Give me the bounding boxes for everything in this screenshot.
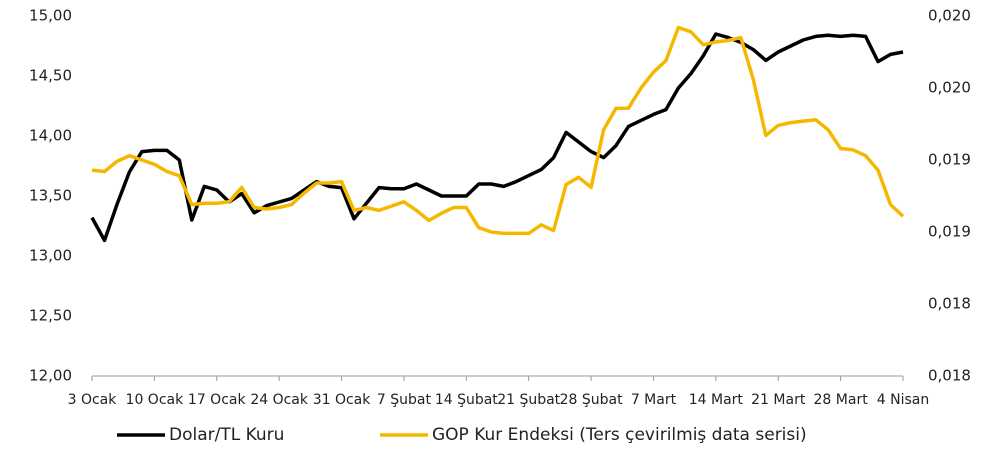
y-tick-label: 12,50 (29, 307, 72, 325)
x-tick-label: 7 Mart (631, 392, 677, 408)
y2-tick-label: 0,020 (928, 7, 971, 25)
x-tick-label: 28 Mart (814, 392, 869, 408)
legend-label: Dolar/TL Kuru (169, 425, 284, 445)
x-tick-label: 17 Ocak (188, 392, 247, 408)
series-line (90, 32, 904, 243)
y2-tick-label: 0,018 (928, 367, 971, 385)
x-tick-label: 10 Ocak (126, 392, 185, 408)
x-tick-label: 3 Ocak (68, 392, 118, 408)
x-tick-label: 14 Şubat (435, 392, 498, 408)
y-tick-label: 14,50 (29, 67, 72, 85)
x-tick-label: 24 Ocak (250, 392, 309, 408)
y2-tick-label: 0,019 (928, 151, 971, 169)
y2-tick-label: 0,019 (928, 223, 971, 241)
x-tick-label: 21 Mart (751, 392, 806, 408)
y-tick-label: 14,00 (29, 127, 72, 145)
legend-label: GOP Kur Endeksi (Ters çevirilmiş data se… (432, 425, 807, 445)
y-tick-label: 13,50 (29, 187, 72, 205)
x-tick-label: 21 Şubat (497, 392, 560, 408)
y-tick-label: 13,00 (29, 247, 72, 265)
x-tick-label: 28 Şubat (560, 392, 623, 408)
x-tick-label: 4 Nisan (877, 392, 929, 408)
y2-tick-label: 0,018 (928, 295, 971, 313)
x-tick-label: 14 Mart (689, 392, 744, 408)
y-tick-label: 15,00 (29, 7, 72, 25)
y2-tick-label: 0,020 (928, 79, 971, 97)
series-line (91, 25, 905, 236)
x-tick-label: 7 Şubat (377, 392, 432, 408)
x-tick-label: 31 Ocak (313, 392, 372, 408)
y-tick-label: 12,00 (29, 367, 72, 385)
